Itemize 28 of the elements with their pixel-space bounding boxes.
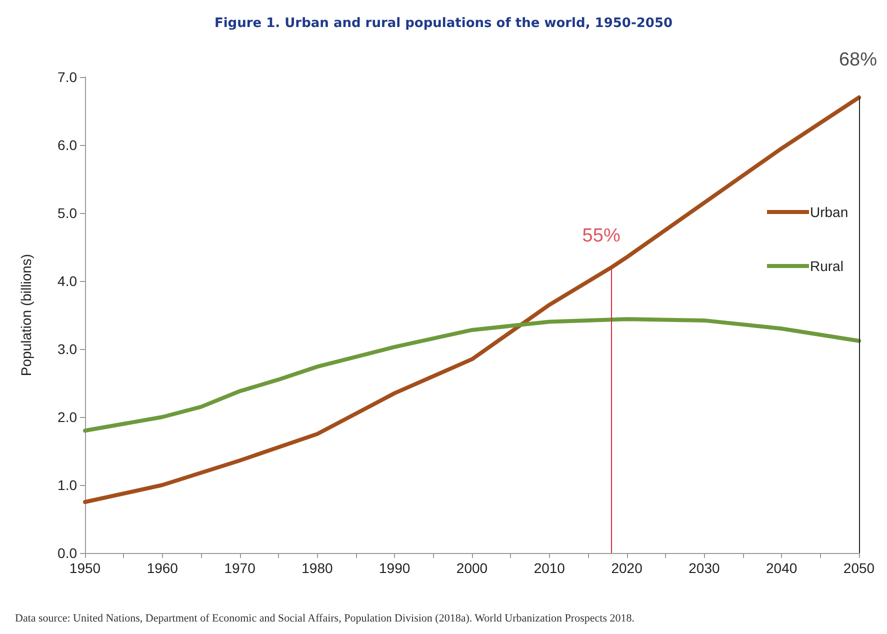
y-tick-label: 4.0 [58,273,78,289]
y-tick-label: 3.0 [58,341,78,357]
y-axis-title: Population (billions) [18,254,34,376]
x-tick-label: 1980 [302,560,333,576]
x-tick-label: 2050 [843,560,875,576]
annotation: 68% [838,49,878,70]
line-series [83,95,861,504]
y-tick-label: 7.0 [58,69,78,85]
x-tick-label: 1990 [379,560,410,576]
x-tick-label: 1970 [224,560,256,576]
chart-title: Figure 1. Urban and rural populations of the world, 1950-2050 [214,16,673,31]
y-tick-label: 5.0 [58,205,78,221]
x-tick-label: 2040 [766,560,798,576]
y-tick-label: 0.0 [58,545,78,561]
y-tick-label: 2.0 [58,409,78,425]
legend-label: Rural [810,258,844,274]
x-tick-label: 1950 [69,560,101,576]
x-tick-label: 2030 [688,560,720,576]
y-tick-label: 6.0 [58,137,78,153]
x-tick-label: 2010 [534,560,566,576]
x-tick-label: 2020 [611,560,643,576]
x-tick-label: 1960 [146,560,178,576]
legend-label: Urban [810,204,848,220]
source-note: Data source: United Nations, Department of Economic and Social Affairs, Population Division (2018a). World Urbanization Prospects 2018. [15,612,635,624]
y-tick-label: 1.0 [58,477,78,493]
line-series [83,317,861,433]
x-tick-label: 2000 [456,560,488,576]
annotation: 55% [582,225,620,246]
